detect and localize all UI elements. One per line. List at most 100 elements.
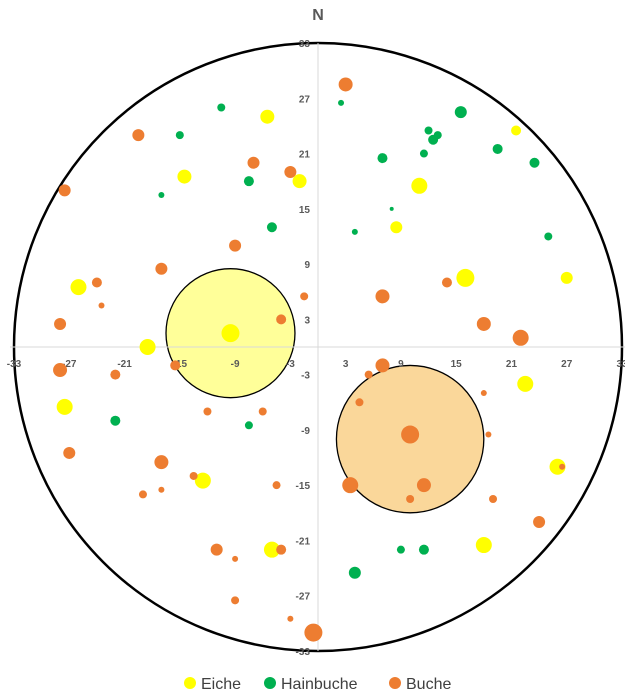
data-point-buche [480,390,487,397]
y-tick-label: 33 [299,39,311,50]
data-point-buche [401,425,420,444]
data-point-hainbuche [351,228,358,235]
data-points [53,77,573,642]
x-tick-label: 27 [561,359,573,370]
data-point-buche [189,471,198,480]
crown-circles [165,268,485,514]
x-tick-label: -27 [62,359,77,370]
data-point-eiche [139,339,156,355]
data-point-buche [375,289,390,304]
data-point-eiche [56,398,73,415]
data-point-hainbuche [428,134,439,145]
series-buche [53,77,566,642]
series-eiche [56,109,573,558]
data-point-buche [154,455,169,470]
data-point-hainbuche [244,421,253,430]
data-point-hainbuche [424,126,433,135]
data-point-eiche [390,221,403,234]
data-point-buche [364,370,373,379]
data-point-hainbuche [396,545,405,554]
data-point-buche [512,329,529,346]
data-point-buche [342,477,359,494]
data-point-buche [203,407,212,416]
data-point-eiche [411,177,428,194]
data-point-eiche [177,169,192,184]
data-point-eiche [194,472,211,489]
data-point-buche [132,129,145,142]
data-point-buche [91,277,102,288]
data-point-eiche [292,174,307,189]
y-tick-label: -15 [296,481,311,492]
data-point-buche [229,239,242,252]
chart-title-north: N [312,7,324,24]
data-point-eiche [560,271,573,284]
data-point-buche [375,358,390,373]
data-point-hainbuche [389,206,394,211]
data-point-buche [476,316,491,331]
data-point-buche [155,262,168,275]
data-point-buche [416,478,431,493]
data-point-eiche [475,537,492,554]
x-tick-label: 33 [616,359,625,370]
data-point-hainbuche [348,566,361,579]
legend-marker-hainbuche [264,677,276,689]
data-point-buche [258,407,267,416]
data-point-buche [276,314,287,325]
legend-marker-eiche [184,677,196,689]
y-tick-label: 15 [299,205,311,216]
data-point-hainbuche [243,176,254,187]
data-point-buche [110,369,121,380]
data-point-buche [53,363,68,378]
data-point-buche [485,431,492,438]
y-tick-label: -3 [301,371,310,382]
y-tick-label: 21 [299,150,311,161]
data-point-buche [272,481,281,490]
data-point-buche [247,156,260,169]
data-point-buche [63,446,76,459]
x-tick-label: 9 [398,359,404,370]
legend-label-eiche: Eiche [201,676,241,693]
data-point-eiche [70,279,87,296]
data-point-buche [158,486,165,493]
data-point-eiche [517,375,534,392]
data-point-buche [338,77,353,92]
data-point-eiche [221,324,240,343]
y-tick-label: 3 [304,315,310,326]
data-point-hainbuche [419,149,428,158]
data-point-hainbuche [418,544,429,555]
data-point-buche [210,543,223,556]
y-tick-labels: 33 27 21 15 9 3 -3 -9 -15 -21 -27 -33 [296,39,311,658]
y-tick-label: -33 [296,647,311,658]
data-point-hainbuche [175,131,184,140]
data-point-hainbuche [492,143,503,154]
data-point-buche [489,495,498,503]
x-tick-label: -9 [231,359,240,370]
data-point-buche [304,623,323,642]
data-point-buche [276,544,287,555]
data-point-buche [355,398,364,407]
legend: Eiche Hainbuche Buche [184,676,451,693]
data-point-eiche [456,268,475,287]
data-point-buche [231,596,240,605]
data-point-buche [406,495,415,503]
data-point-buche [170,360,181,371]
data-point-buche [284,165,297,178]
data-point-buche [58,184,71,197]
y-tick-label: -27 [296,592,311,603]
data-point-buche [232,555,239,562]
data-point-buche [138,490,147,499]
data-point-hainbuche [544,232,553,241]
data-point-buche [54,317,67,330]
data-point-buche [533,516,546,529]
legend-label-hainbuche: Hainbuche [281,676,358,693]
data-point-hainbuche [266,222,277,233]
x-tick-label: -33 [7,359,22,370]
data-point-hainbuche [158,192,165,198]
data-point-buche [300,292,309,301]
x-tick-label: -21 [117,359,132,370]
data-point-buche [441,277,452,288]
data-point-hainbuche [454,106,467,119]
data-point-eiche [263,541,280,558]
